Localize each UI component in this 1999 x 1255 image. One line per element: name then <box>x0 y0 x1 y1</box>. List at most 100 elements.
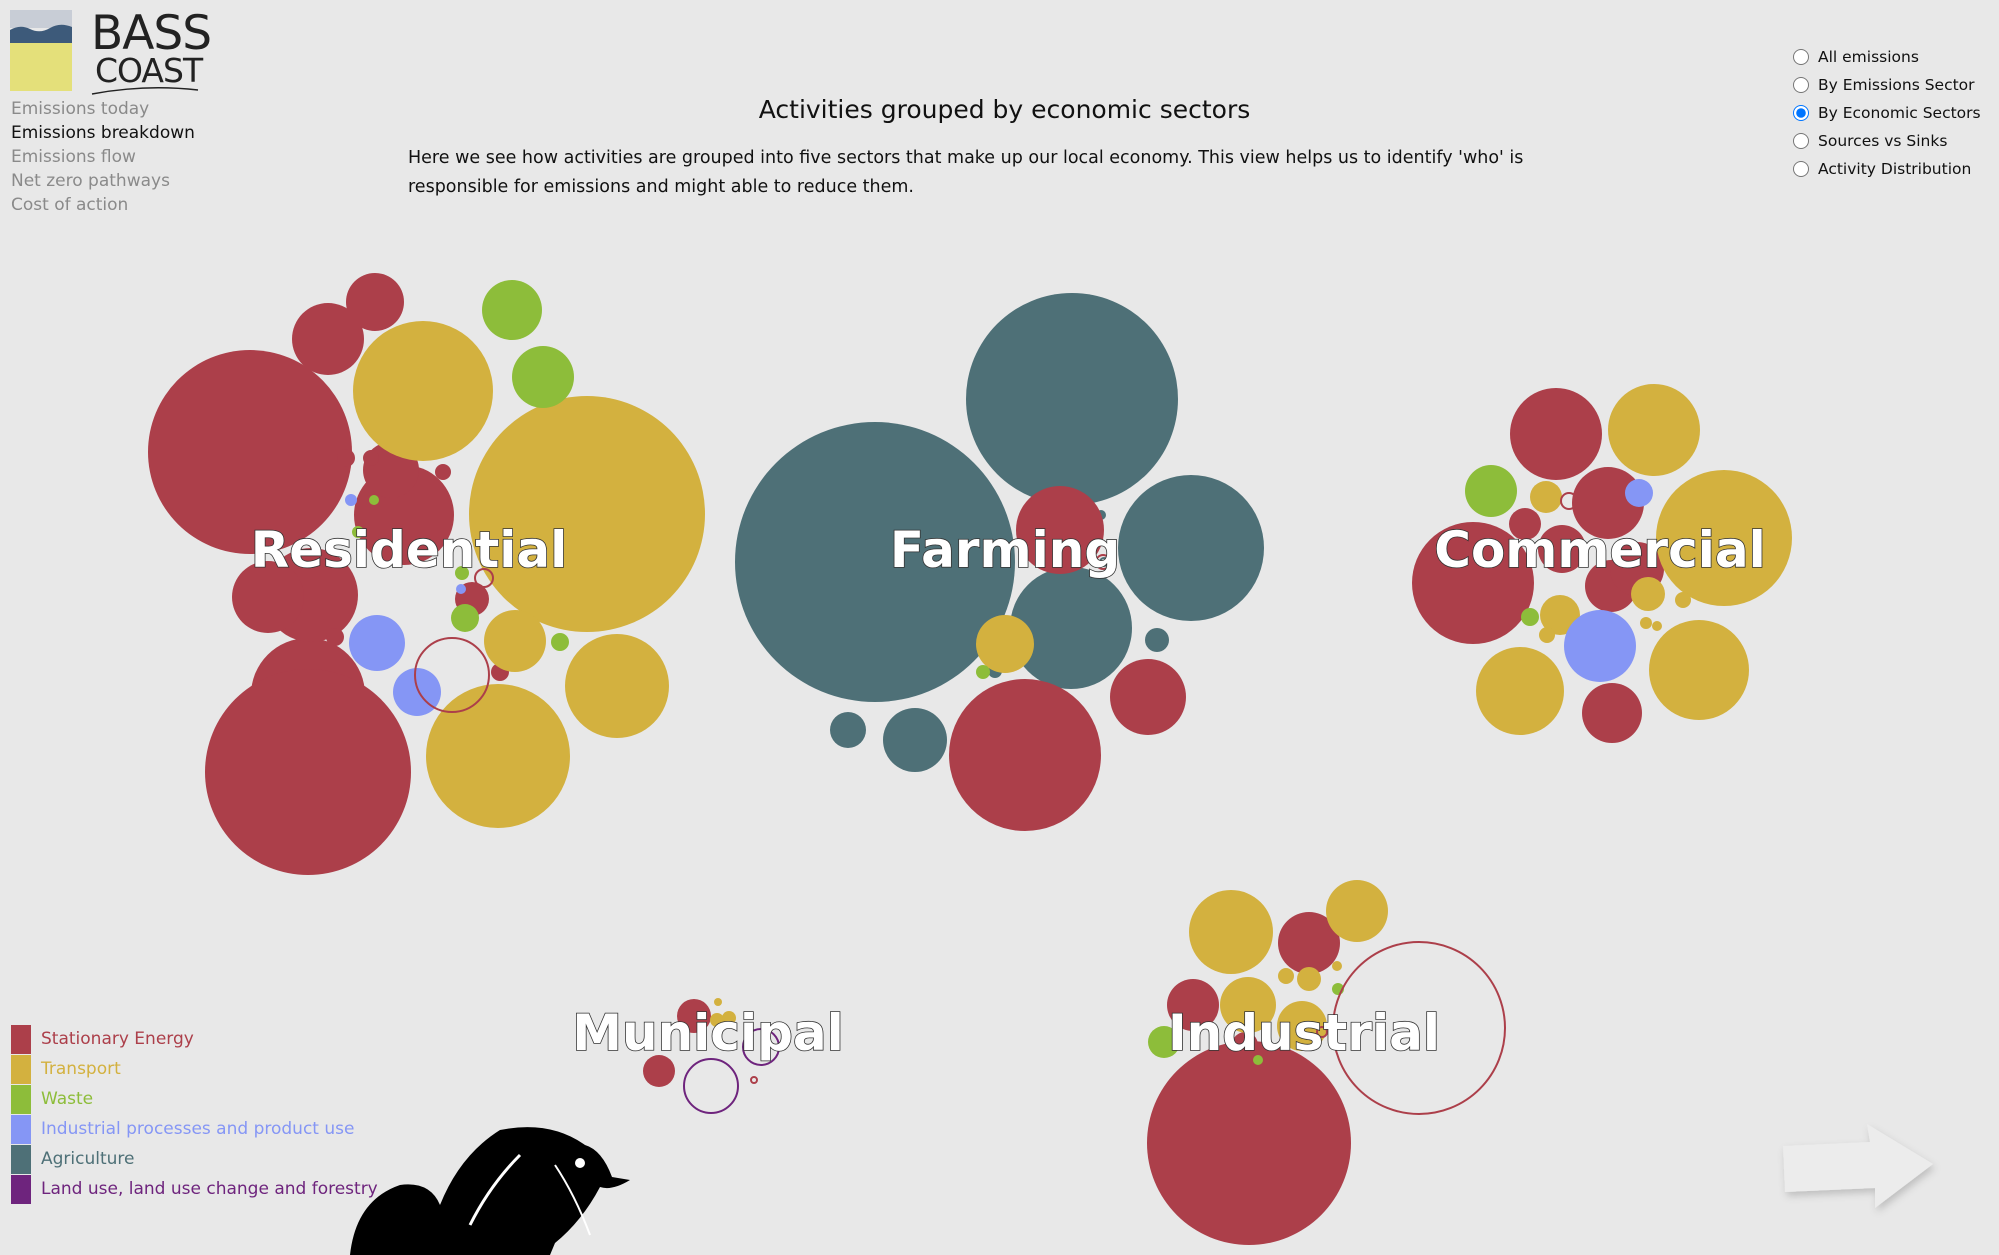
bubble[interactable] <box>565 634 669 738</box>
bubble[interactable] <box>1189 890 1273 974</box>
bubble[interactable] <box>1656 470 1792 606</box>
bubble[interactable] <box>1652 621 1662 631</box>
bubble[interactable] <box>345 494 357 506</box>
radio-by-emissions-sector[interactable] <box>1793 77 1809 93</box>
bubble[interactable] <box>1521 608 1539 626</box>
bubble[interactable] <box>1147 1041 1351 1245</box>
bubble[interactable] <box>1539 627 1555 643</box>
bubble[interactable] <box>883 708 947 772</box>
bubble[interactable] <box>349 615 405 671</box>
bubble[interactable] <box>1110 659 1186 735</box>
nav-item-net-zero-pathways[interactable]: Net zero pathways <box>11 171 170 191</box>
bubble[interactable] <box>352 526 364 538</box>
bubble[interactable] <box>474 568 494 588</box>
bubble[interactable] <box>551 633 569 651</box>
bubble[interactable] <box>683 1058 739 1114</box>
bubble[interactable] <box>353 321 493 461</box>
bubble[interactable] <box>735 422 1015 702</box>
bubble[interactable] <box>742 1028 780 1066</box>
radio-by-economic-sectors[interactable] <box>1793 105 1809 121</box>
bubble[interactable] <box>1572 467 1644 539</box>
nav-item-cost-of-action[interactable]: Cost of action <box>11 195 129 215</box>
bubble[interactable] <box>1649 620 1749 720</box>
option-all-emissions[interactable]: All emissions <box>1793 43 1981 71</box>
nav-item-emissions-flow[interactable]: Emissions flow <box>11 147 136 167</box>
bubble[interactable] <box>435 464 451 480</box>
bubble[interactable] <box>456 584 466 594</box>
bubble[interactable] <box>1412 522 1534 644</box>
radio-all-emissions[interactable] <box>1793 49 1809 65</box>
bubble[interactable] <box>1582 683 1642 743</box>
radio-sources-vs-sinks[interactable] <box>1793 133 1809 149</box>
bubble[interactable] <box>455 566 469 580</box>
bubble[interactable] <box>677 999 711 1033</box>
bubble[interactable] <box>1332 941 1506 1115</box>
bubble[interactable] <box>1640 617 1652 629</box>
bubble[interactable] <box>1095 554 1111 570</box>
bubble[interactable] <box>1510 388 1602 480</box>
bubble[interactable] <box>714 998 722 1006</box>
nav-item-emissions-today[interactable]: Emissions today <box>11 99 150 119</box>
bubble[interactable] <box>1099 557 1109 567</box>
bubble[interactable] <box>1625 479 1653 507</box>
arrow-right-icon[interactable] <box>1775 1118 1945 1218</box>
bubble[interactable] <box>830 712 866 748</box>
bubble[interactable] <box>966 293 1178 505</box>
bubble[interactable] <box>1608 384 1700 476</box>
radio-activity-distribution[interactable] <box>1793 161 1809 177</box>
bubble[interactable] <box>1540 595 1580 635</box>
bubble[interactable] <box>1278 912 1340 974</box>
bubble[interactable] <box>1277 1001 1327 1051</box>
bubble[interactable] <box>1016 486 1104 574</box>
bubble[interactable] <box>1145 628 1169 652</box>
option-by-emissions-sector[interactable]: By Emissions Sector <box>1793 71 1981 99</box>
bubble[interactable] <box>346 273 404 331</box>
bubble[interactable] <box>1332 961 1342 971</box>
bubble[interactable] <box>482 280 542 340</box>
bubble[interactable] <box>1118 475 1264 621</box>
bubble[interactable] <box>1253 1055 1263 1065</box>
bubble[interactable] <box>1530 481 1562 513</box>
bubble[interactable] <box>976 665 990 679</box>
bubble[interactable] <box>326 628 344 646</box>
bubble[interactable] <box>451 604 479 632</box>
bubble[interactable] <box>393 668 441 716</box>
bubble[interactable] <box>414 637 490 713</box>
option-activity-distribution[interactable]: Activity Distribution <box>1793 155 1981 183</box>
bubble[interactable] <box>1476 647 1564 735</box>
bubble[interactable] <box>1010 567 1132 689</box>
nav-item-emissions-breakdown[interactable]: Emissions breakdown <box>11 123 195 143</box>
bubble[interactable] <box>750 1076 758 1084</box>
bubble[interactable] <box>1326 880 1388 942</box>
bubble[interactable] <box>426 684 570 828</box>
bubble[interactable] <box>1278 968 1294 984</box>
bubble[interactable] <box>484 610 546 672</box>
bubble[interactable] <box>1167 979 1219 1031</box>
bubble[interactable] <box>1509 508 1541 540</box>
bubble[interactable] <box>337 449 355 467</box>
bubble[interactable] <box>363 450 379 466</box>
bubble[interactable] <box>1560 492 1578 510</box>
bubble[interactable] <box>1465 465 1517 517</box>
bubble[interactable] <box>1316 1026 1328 1038</box>
bubble[interactable] <box>1564 610 1636 682</box>
bubble[interactable] <box>722 1011 736 1025</box>
bubble[interactable] <box>1220 977 1276 1033</box>
bubble[interactable] <box>1675 592 1691 608</box>
bubble[interactable] <box>1631 577 1665 611</box>
option-sources-vs-sinks[interactable]: Sources vs Sinks <box>1793 127 1981 155</box>
bubble[interactable] <box>205 669 411 875</box>
bubble[interactable] <box>643 1055 675 1087</box>
bubble[interactable] <box>292 303 364 375</box>
bubble[interactable] <box>949 679 1101 831</box>
bubble[interactable] <box>1232 1032 1258 1058</box>
bubble[interactable] <box>710 1013 724 1027</box>
bubble[interactable] <box>1297 967 1321 991</box>
option-by-economic-sectors[interactable]: By Economic Sectors <box>1793 99 1981 127</box>
bubble[interactable] <box>512 346 574 408</box>
bubble[interactable] <box>1148 1026 1180 1058</box>
bubble[interactable] <box>148 350 352 554</box>
bubble[interactable] <box>1538 525 1586 573</box>
bubble[interactable] <box>232 561 304 633</box>
bubble[interactable] <box>469 396 705 632</box>
